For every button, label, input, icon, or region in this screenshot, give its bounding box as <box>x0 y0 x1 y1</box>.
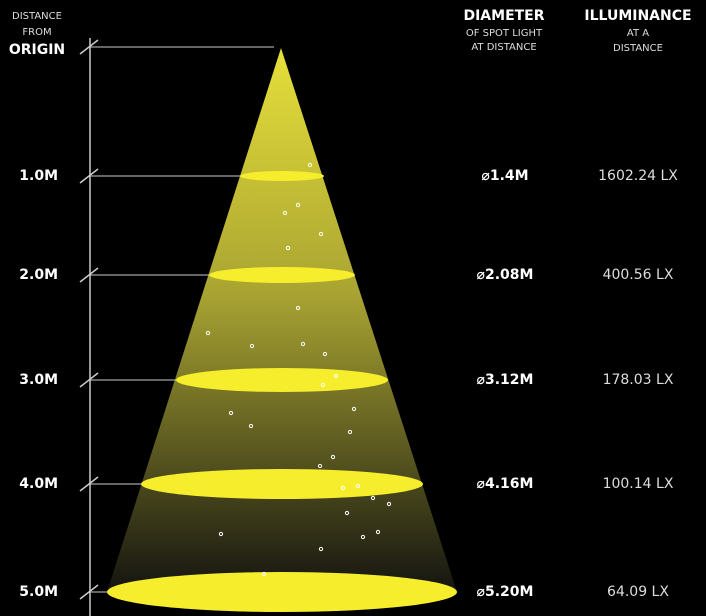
illuminance-value: 178.03 LX <box>603 372 674 388</box>
particle <box>370 495 376 501</box>
particle <box>340 485 346 491</box>
diameter-value: ⌀1.4M <box>481 168 528 184</box>
illuminance-value: 64.09 LX <box>607 584 669 600</box>
particle <box>330 454 336 460</box>
light-spot <box>176 368 388 392</box>
particle <box>318 231 324 237</box>
illuminance-value: 1602.24 LX <box>598 168 678 184</box>
light-spot <box>240 171 324 181</box>
illuminance-value: 400.56 LX <box>603 267 674 283</box>
distance-label: 1.0M <box>19 168 58 184</box>
particle <box>282 210 288 216</box>
particle <box>317 463 323 469</box>
distance-label: 5.0M <box>19 584 58 600</box>
light-spot <box>107 572 457 612</box>
illuminance-value: 100.14 LX <box>603 476 674 492</box>
diameter-value: ⌀5.20M <box>477 584 534 600</box>
header-text: AT A <box>627 28 649 39</box>
light-cone <box>107 48 457 592</box>
particle <box>205 330 211 336</box>
header-text: DISTANCE <box>12 11 62 22</box>
light-spot <box>141 469 423 499</box>
tick <box>79 168 99 184</box>
particle <box>285 245 291 251</box>
header-text: AT DISTANCE <box>471 42 536 53</box>
particle <box>355 483 361 489</box>
header-title: ILLUMINANCE <box>584 8 691 24</box>
particle <box>295 202 301 208</box>
particle <box>249 343 255 349</box>
diameter-value: ⌀2.08M <box>477 267 534 283</box>
header-origin: ORIGIN <box>9 42 65 58</box>
header-title: DIAMETER <box>463 8 544 24</box>
distance-label: 3.0M <box>19 372 58 388</box>
particle <box>333 373 339 379</box>
tick <box>79 267 99 283</box>
diameter-value: ⌀4.16M <box>477 476 534 492</box>
distance-label: 2.0M <box>19 267 58 283</box>
particle <box>360 534 366 540</box>
header-text: OF SPOT LIGHT <box>466 28 543 39</box>
particle <box>344 510 350 516</box>
particle <box>322 351 328 357</box>
particle <box>386 501 392 507</box>
particle <box>347 429 353 435</box>
particle <box>295 305 301 311</box>
tick <box>79 584 99 600</box>
tick <box>79 476 99 492</box>
particle <box>248 423 254 429</box>
header-text: FROM <box>22 27 51 38</box>
particle <box>261 571 267 577</box>
header-text: DISTANCE <box>613 43 663 54</box>
diameter-value: ⌀3.12M <box>477 372 534 388</box>
particle <box>318 546 324 552</box>
tick <box>79 39 99 55</box>
particle <box>300 341 306 347</box>
distance-label: 4.0M <box>19 476 58 492</box>
particle <box>375 529 381 535</box>
particle <box>351 406 357 412</box>
particle <box>307 162 313 168</box>
particle <box>228 410 234 416</box>
particle <box>320 382 326 388</box>
particle <box>218 531 224 537</box>
light-spot <box>209 267 355 283</box>
tick <box>79 372 99 388</box>
